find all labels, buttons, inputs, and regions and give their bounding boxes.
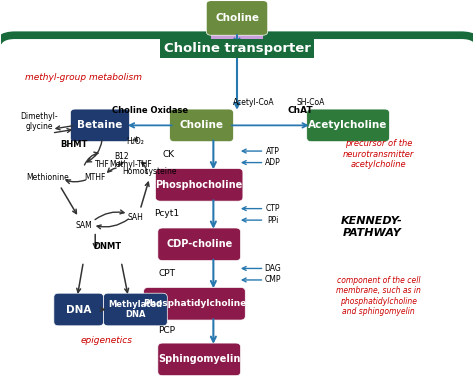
Text: Pcyt1: Pcyt1 <box>155 209 180 218</box>
Text: PPi: PPi <box>267 216 278 224</box>
Text: Acetylcholine: Acetylcholine <box>309 121 388 131</box>
Ellipse shape <box>235 17 263 49</box>
Text: component of the cell
membrane, such as in
phosphatidylcholine
and sphingomyelin: component of the cell membrane, such as … <box>337 276 421 316</box>
FancyBboxPatch shape <box>71 109 129 142</box>
Text: Methylated
DNA: Methylated DNA <box>109 300 163 319</box>
FancyBboxPatch shape <box>54 293 103 326</box>
Text: epigenetics: epigenetics <box>81 336 133 345</box>
Text: methyl-group metabolism: methyl-group metabolism <box>25 73 142 82</box>
Text: Choline: Choline <box>180 121 224 131</box>
FancyBboxPatch shape <box>158 228 240 261</box>
Text: precursor of the
neurotransmitter
acetylcholine: precursor of the neurotransmitter acetyl… <box>343 139 414 169</box>
Text: Acetyl-CoA: Acetyl-CoA <box>233 98 274 107</box>
Text: Betaine: Betaine <box>77 121 123 131</box>
Text: CDP-choline: CDP-choline <box>166 239 232 249</box>
Text: BHMT: BHMT <box>60 140 88 149</box>
Text: SAH: SAH <box>128 213 143 222</box>
Text: Methionine: Methionine <box>27 172 69 182</box>
FancyBboxPatch shape <box>158 343 240 376</box>
FancyBboxPatch shape <box>206 1 268 35</box>
Text: Phosphocholine: Phosphocholine <box>155 180 243 190</box>
Text: Phosphatidylcholine: Phosphatidylcholine <box>143 299 246 308</box>
Text: Choline transporter: Choline transporter <box>164 42 310 55</box>
Text: ATP: ATP <box>265 147 279 156</box>
Text: H₂O₂: H₂O₂ <box>127 137 144 146</box>
Text: CMP: CMP <box>264 275 281 285</box>
Text: Dimethyl-
glycine: Dimethyl- glycine <box>21 112 58 131</box>
Text: SH-CoA: SH-CoA <box>296 98 324 107</box>
Text: DNMT: DNMT <box>93 242 121 251</box>
Text: Sphingomyelin: Sphingomyelin <box>158 354 240 364</box>
Text: KENNEDY-
PATHWAY: KENNEDY- PATHWAY <box>341 216 402 238</box>
Text: Choline Oxidase: Choline Oxidase <box>111 105 188 114</box>
FancyBboxPatch shape <box>170 109 234 142</box>
Text: CPT: CPT <box>159 269 175 278</box>
Text: MTHF: MTHF <box>84 172 106 182</box>
FancyBboxPatch shape <box>307 109 390 142</box>
Text: Choline: Choline <box>215 13 259 23</box>
FancyBboxPatch shape <box>155 169 243 201</box>
Text: ChAT: ChAT <box>288 105 314 114</box>
Text: CTP: CTP <box>265 204 280 213</box>
Text: Methyl-THF: Methyl-THF <box>109 160 152 169</box>
Text: THF: THF <box>95 160 109 169</box>
Text: CK: CK <box>163 151 174 159</box>
Text: DAG: DAG <box>264 264 281 273</box>
Text: Homocysteine: Homocysteine <box>122 167 177 176</box>
Text: SAM: SAM <box>75 221 92 229</box>
Text: B12: B12 <box>114 152 128 161</box>
FancyBboxPatch shape <box>103 293 167 326</box>
Text: DNA: DNA <box>66 305 91 315</box>
Text: PCP: PCP <box>159 326 175 335</box>
FancyBboxPatch shape <box>144 288 245 320</box>
Ellipse shape <box>211 17 239 49</box>
Text: ADP: ADP <box>264 158 280 167</box>
FancyBboxPatch shape <box>0 35 474 385</box>
